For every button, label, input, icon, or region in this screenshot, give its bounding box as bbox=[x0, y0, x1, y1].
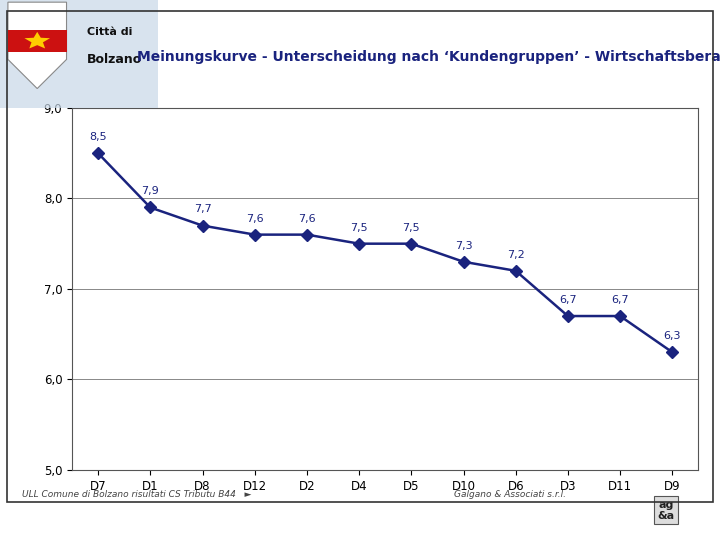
Text: 7,2: 7,2 bbox=[507, 249, 525, 260]
Text: 6,3: 6,3 bbox=[664, 331, 681, 341]
Text: 7,5: 7,5 bbox=[351, 222, 368, 233]
Text: 7,3: 7,3 bbox=[455, 241, 472, 251]
Polygon shape bbox=[8, 30, 66, 52]
Text: 7,6: 7,6 bbox=[246, 213, 264, 224]
Polygon shape bbox=[8, 2, 66, 89]
Text: ULL Comune di Bolzano risultati CS Tributu B44   ►: ULL Comune di Bolzano risultati CS Tribu… bbox=[22, 490, 251, 498]
FancyBboxPatch shape bbox=[0, 0, 163, 113]
Text: 7,9: 7,9 bbox=[141, 186, 159, 197]
Text: 6,7: 6,7 bbox=[559, 295, 577, 305]
Text: 7,7: 7,7 bbox=[194, 205, 212, 214]
Text: 7,5: 7,5 bbox=[402, 222, 420, 233]
Text: Galgano & Associati s.r.l.: Galgano & Associati s.r.l. bbox=[454, 490, 566, 498]
Text: 6,7: 6,7 bbox=[611, 295, 629, 305]
Text: Meinungskurve - Unterscheidung nach ‘Kundengruppen’ - Wirtschaftsberater: Meinungskurve - Unterscheidung nach ‘Kun… bbox=[137, 50, 720, 64]
Text: Città di: Città di bbox=[87, 28, 132, 37]
Text: 7,6: 7,6 bbox=[298, 213, 315, 224]
Text: ag
&a: ag &a bbox=[657, 500, 675, 521]
Polygon shape bbox=[24, 32, 50, 49]
Text: Bolzano: Bolzano bbox=[87, 53, 143, 66]
Text: 8,5: 8,5 bbox=[89, 132, 107, 142]
